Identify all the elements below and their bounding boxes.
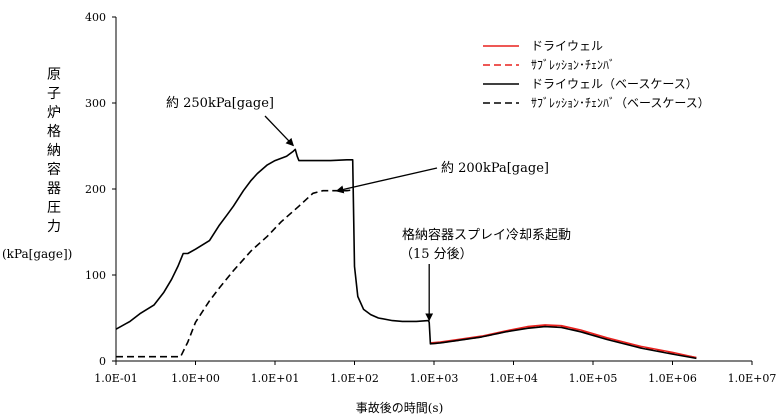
x-tick-label: 1.0E+05 xyxy=(569,372,618,385)
legend-label-3: ドライウェル（ベースケース） xyxy=(531,77,698,91)
x-tick-label: 1.0E+06 xyxy=(648,372,697,385)
series-line-2 xyxy=(430,324,697,359)
annotation-spray-start: 格納容器スプレイ冷却系起動 xyxy=(402,227,571,243)
x-tick-label: 1.0E+03 xyxy=(410,372,459,385)
legend: ドライウェル ｻﾌﾞﾚｯｼｮﾝ･ﾁｪﾝﾊﾞ ドライウェル（ベースケース） ｻﾌﾞﾚｯｼ… xyxy=(483,39,710,110)
y-tick-label: 400 xyxy=(85,11,106,24)
y-tick-label: 0 xyxy=(99,355,106,368)
legend-label-1: ドライウェル xyxy=(531,39,603,53)
series-line-1 xyxy=(430,324,697,359)
annotations: 約 250kPa[gage] 約 200kPa[gage] 格納容器スプレイ冷却系起… xyxy=(166,96,571,322)
annotation-15min: （15 分後） xyxy=(400,247,473,262)
annotation-200kpa: 約 200kPa[gage] xyxy=(441,161,549,176)
series-line-4 xyxy=(116,189,353,358)
x-tick-label: 1.0E+07 xyxy=(728,372,777,385)
annotation-250kpa-arrow xyxy=(264,115,294,147)
annotation-200kpa-arrow xyxy=(335,167,438,194)
x-tick-label: 1.0E+04 xyxy=(489,372,538,385)
x-tick-label: 1.0E+02 xyxy=(330,372,379,385)
x-tick-label: 1.0E+00 xyxy=(171,372,220,385)
y-tick-label: 100 xyxy=(85,269,106,282)
y-tick-label: 200 xyxy=(85,183,106,196)
x-axis-label: 事故後の時間(s) xyxy=(355,401,444,415)
series-line-3 xyxy=(115,148,697,360)
y-axis-unit-label: (kPa[gage]) xyxy=(2,247,73,261)
y-tick-label: 300 xyxy=(85,97,106,110)
legend-label-4: ｻﾌﾞﾚｯｼｮﾝ･ﾁｪﾝﾊﾞ（ベースケース） xyxy=(531,96,710,110)
series-lines xyxy=(115,148,697,360)
x-tick-label: 1.0E-01 xyxy=(94,372,137,385)
annotation-250kpa: 約 250kPa[gage] xyxy=(166,96,274,111)
legend-label-2: ｻﾌﾞﾚｯｼｮﾝ･ﾁｪﾝﾊﾞ xyxy=(531,58,615,72)
tick-labels: 0 100 200 300 400 1.0E-01 1.0E+00 1.0E+01 1.0E+0… xyxy=(85,11,776,385)
y-axis-label: 原子炉格納容器圧力 xyxy=(47,67,61,235)
axes xyxy=(112,16,753,365)
x-tick-label: 1.0E+01 xyxy=(251,372,300,385)
